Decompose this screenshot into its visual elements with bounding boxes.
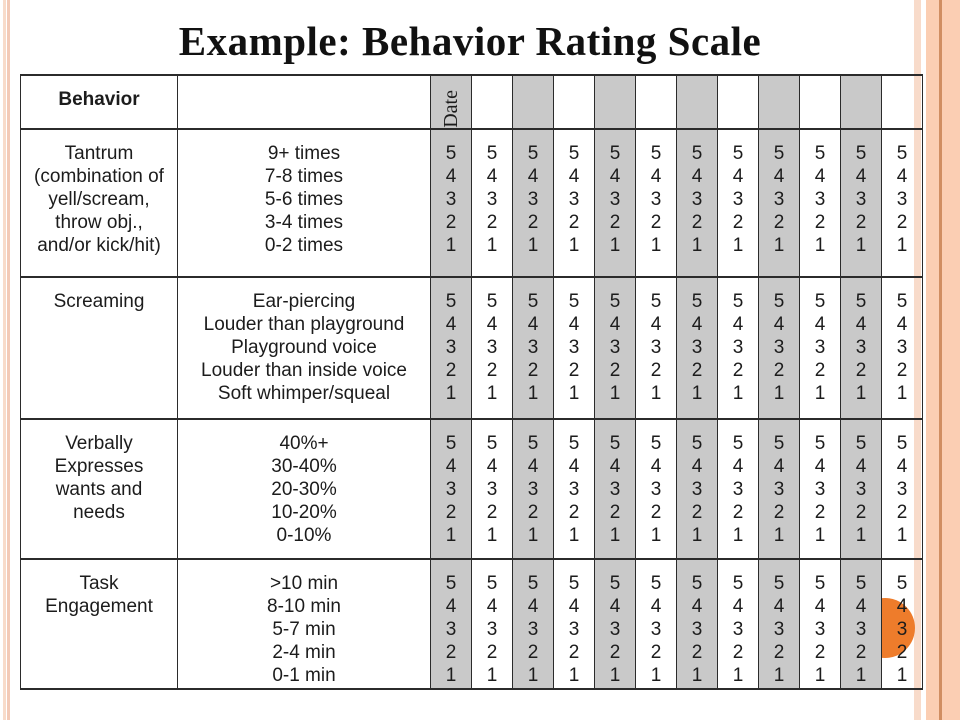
behavior-name-cell: Screaming bbox=[20, 275, 178, 420]
rating-scale-cell: 5 4 3 2 1 bbox=[881, 275, 923, 420]
rating-scale-cell: 5 4 3 2 1 bbox=[758, 275, 800, 420]
rating-scale-cell: 5 4 3 2 1 bbox=[553, 127, 595, 278]
rating-scale-cell: 5 4 3 2 1 bbox=[512, 127, 554, 278]
behavior-header-cell: Behavior bbox=[20, 74, 178, 130]
rating-scale-cell: 5 4 3 2 1 bbox=[471, 275, 513, 420]
date-header-cell: Date bbox=[430, 74, 472, 130]
rating-scale-cell: 5 4 3 2 1 bbox=[717, 417, 759, 560]
rating-header-cell bbox=[840, 74, 882, 130]
rating-scale-cell: 5 4 3 2 1 bbox=[676, 275, 718, 420]
rating-header-cell bbox=[471, 74, 513, 130]
rating-scale-cell: 5 4 3 2 1 bbox=[799, 417, 841, 560]
header-row: Behavior Date bbox=[20, 74, 923, 130]
rating-scale-cell: 5 4 3 2 1 bbox=[471, 417, 513, 560]
rating-header-cell bbox=[553, 74, 595, 130]
behavior-row: Tantrum (combination of yell/scream, thr… bbox=[20, 127, 923, 278]
rating-header-cell bbox=[635, 74, 677, 130]
rating-header-cell bbox=[758, 74, 800, 130]
rating-scale-cell: 5 4 3 2 1 bbox=[471, 557, 513, 690]
rating-scale-cell: 5 4 3 2 1 bbox=[430, 275, 472, 420]
rating-header-cell bbox=[799, 74, 841, 130]
rating-scale-cell: 5 4 3 2 1 bbox=[512, 557, 554, 690]
rating-scale-cell: 5 4 3 2 1 bbox=[758, 127, 800, 278]
rating-scale-cell: 5 4 3 2 1 bbox=[799, 275, 841, 420]
rating-scale-cell: 5 4 3 2 1 bbox=[594, 127, 636, 278]
rating-scale-cell: 5 4 3 2 1 bbox=[676, 127, 718, 278]
rating-scale-cell: 5 4 3 2 1 bbox=[553, 275, 595, 420]
rating-scale-cell: 5 4 3 2 1 bbox=[635, 417, 677, 560]
behavior-scale-cell: >10 min 8-10 min 5-7 min 2-4 min 0-1 min bbox=[177, 557, 431, 690]
rating-header-cell bbox=[594, 74, 636, 130]
rating-table-body: Behavior Date Tantrum (combination of yell… bbox=[20, 74, 923, 690]
rating-scale-cell: 5 4 3 2 1 bbox=[676, 557, 718, 690]
rating-header-cell bbox=[512, 74, 554, 130]
behavior-scale-cell: 9+ times 7-8 times 5-6 times 3-4 times 0… bbox=[177, 127, 431, 278]
rating-header-cell bbox=[881, 74, 923, 130]
rating-scale-cell: 5 4 3 2 1 bbox=[471, 127, 513, 278]
rating-scale-cell: 5 4 3 2 1 bbox=[840, 557, 882, 690]
rating-scale-cell: 5 4 3 2 1 bbox=[881, 127, 923, 278]
rating-scale-cell: 5 4 3 2 1 bbox=[635, 557, 677, 690]
rating-scale-cell: 5 4 3 2 1 bbox=[799, 127, 841, 278]
rating-scale-cell: 5 4 3 2 1 bbox=[635, 275, 677, 420]
behavior-row: Task Engagement >10 min 8-10 min 5-7 min … bbox=[20, 557, 923, 690]
rating-scale-cell: 5 4 3 2 1 bbox=[553, 557, 595, 690]
rating-scale-cell: 5 4 3 2 1 bbox=[840, 417, 882, 560]
rating-header-cell bbox=[676, 74, 718, 130]
rating-scale-cell: 5 4 3 2 1 bbox=[840, 275, 882, 420]
rating-scale-cell: 5 4 3 2 1 bbox=[512, 275, 554, 420]
rating-scale-cell: 5 4 3 2 1 bbox=[594, 557, 636, 690]
rating-scale-cell: 5 4 3 2 1 bbox=[717, 275, 759, 420]
left-border-stripe-inner bbox=[7, 0, 10, 720]
date-label: Date bbox=[439, 90, 462, 128]
rating-scale-cell: 5 4 3 2 1 bbox=[430, 557, 472, 690]
behavior-row: Verbally Expresses wants and needs 40%+ 3… bbox=[20, 417, 923, 560]
behavior-scale-cell: Ear-piercing Louder than playground Play… bbox=[177, 275, 431, 420]
rating-scale-cell: 5 4 3 2 1 bbox=[717, 127, 759, 278]
rating-scale-cell: 5 4 3 2 1 bbox=[717, 557, 759, 690]
behavior-name-cell: Verbally Expresses wants and needs bbox=[20, 417, 178, 560]
rating-scale-cell: 5 4 3 2 1 bbox=[758, 557, 800, 690]
rating-header-cell bbox=[717, 74, 759, 130]
rating-scale-cell: 5 4 3 2 1 bbox=[799, 557, 841, 690]
behavior-scale-cell: 40%+ 30-40% 20-30% 10-20% 0-10% bbox=[177, 417, 431, 560]
slide-title: Example: Behavior Rating Scale bbox=[178, 18, 762, 64]
behavior-name-cell: Tantrum (combination of yell/scream, thr… bbox=[20, 127, 178, 278]
rating-scale-cell: 5 4 3 2 1 bbox=[430, 127, 472, 278]
rating-scale-cell: 5 4 3 2 1 bbox=[430, 417, 472, 560]
behavior-name-cell: Task Engagement bbox=[20, 557, 178, 690]
left-border-stripe-outer bbox=[3, 0, 6, 720]
rating-scale-cell: 5 4 3 2 1 bbox=[840, 127, 882, 278]
header-spacer-cell bbox=[177, 74, 431, 130]
rating-scale-cell: 5 4 3 2 1 bbox=[594, 275, 636, 420]
rating-scale-cell: 5 4 3 2 1 bbox=[553, 417, 595, 560]
rating-scale-cell: 5 4 3 2 1 bbox=[635, 127, 677, 278]
rating-scale-cell: 5 4 3 2 1 bbox=[881, 557, 923, 690]
rating-scale-cell: 5 4 3 2 1 bbox=[512, 417, 554, 560]
behavior-rating-table: Behavior Date Tantrum (combination of yell… bbox=[20, 74, 923, 690]
right-border-stripe-wide bbox=[926, 0, 960, 720]
rating-scale-cell: 5 4 3 2 1 bbox=[758, 417, 800, 560]
rating-scale-cell: 5 4 3 2 1 bbox=[881, 417, 923, 560]
rating-scale-cell: 5 4 3 2 1 bbox=[594, 417, 636, 560]
behavior-row: Screaming Ear-piercing Louder than playgr… bbox=[20, 275, 923, 420]
rating-scale-cell: 5 4 3 2 1 bbox=[676, 417, 718, 560]
right-border-stripe-dark-line bbox=[939, 0, 942, 720]
